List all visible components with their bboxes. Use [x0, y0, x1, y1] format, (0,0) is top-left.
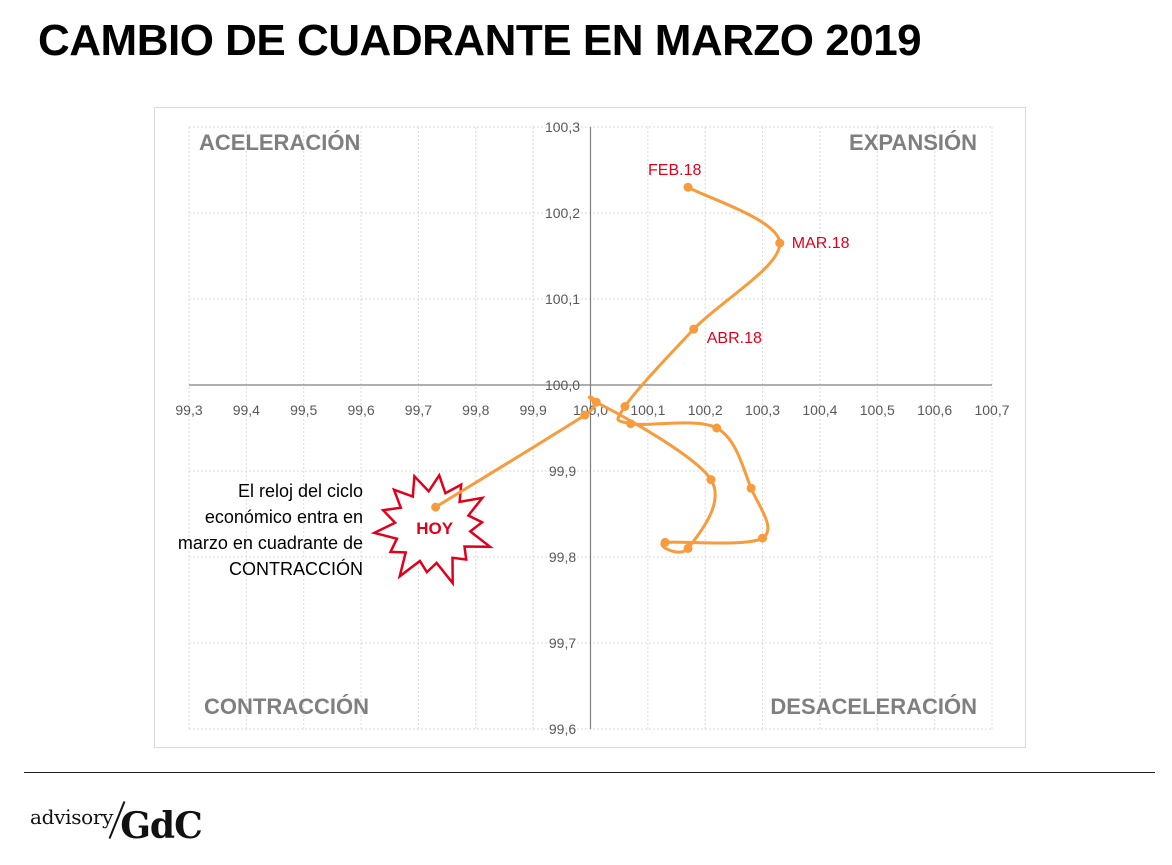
x-tick-label: 99,9 [520, 402, 547, 418]
x-tick-label: 100,1 [630, 402, 665, 418]
logo-big-text: GdC [120, 805, 203, 847]
annotation-line-1: El reloj del ciclo [237, 481, 363, 501]
series-line [434, 185, 782, 554]
y-tick-label: 100,0 [545, 377, 580, 393]
y-tick-label: 99,7 [549, 635, 576, 651]
x-tick-label: 100,7 [974, 402, 1009, 418]
x-tick-label: 100,4 [802, 402, 837, 418]
logo-small-text: advisory [30, 805, 114, 829]
quadrant-label-deceleration: DESACELERACIÓN [770, 694, 977, 719]
data-point [683, 543, 693, 553]
annotation-line-2: económico entra en [204, 507, 363, 527]
y-tick-label: 100,3 [545, 119, 580, 135]
y-tick-label: 100,2 [545, 205, 580, 221]
hoy-starburst [370, 472, 494, 587]
annotation-line-4: CONTRACCIÓN [229, 559, 363, 579]
data-label-mar-18: MAR.18 [792, 235, 850, 252]
quadrant-label-acceleration: ACELERACIÓN [199, 130, 360, 155]
x-tick-label: 99,8 [462, 402, 489, 418]
x-tick-label: 99,4 [233, 402, 260, 418]
y-tick-label: 99,6 [549, 721, 576, 737]
x-tick-label: 100,5 [860, 402, 895, 418]
x-tick-label: 99,3 [175, 402, 202, 418]
page-title: CAMBIO DE CUADRANTE EN MARZO 2019 [38, 16, 922, 65]
brand-logo: advisory GdC [30, 800, 203, 848]
annotation-text: El reloj del ciclo económico entra en ma… [120, 478, 363, 582]
x-tick-label: 100,3 [745, 402, 780, 418]
annotation-line-3: marzo en cuadrante de [177, 533, 363, 553]
data-point [758, 533, 768, 543]
x-tick-label: 99,5 [290, 402, 317, 418]
x-tick-label: 99,7 [405, 402, 432, 418]
data-point [706, 475, 716, 485]
x-tick-label: 100,6 [917, 402, 952, 418]
data-point [775, 238, 785, 248]
quadrant-label-expansion: EXPANSIÓN [849, 130, 977, 155]
data-point [620, 402, 630, 411]
data-point [580, 410, 590, 420]
data-point [689, 324, 699, 334]
data-point [712, 423, 722, 433]
y-tick-label: 100,1 [545, 291, 580, 307]
x-tick-label: 100,2 [688, 402, 723, 418]
y-tick-label: 99,8 [549, 549, 576, 565]
data-label-feb-18: FEB.18 [648, 162, 701, 179]
x-tick-label: 99,6 [347, 402, 374, 418]
data-label-hoy: HOY [416, 519, 454, 538]
chart-frame: 99,3 99,4 99,5 99,6 99,7 99,8 99,9 100,0 100,1 10… [154, 107, 1026, 748]
data-point [683, 182, 693, 192]
data-point [746, 483, 756, 493]
data-point [626, 419, 636, 429]
data-point [660, 537, 670, 547]
y-tick-label: 99,9 [549, 463, 576, 479]
footer-divider [24, 772, 1155, 773]
data-point [591, 397, 601, 407]
data-point [431, 502, 441, 512]
quadrant-chart: 99,3 99,4 99,5 99,6 99,7 99,8 99,9 100,0 100,1 10… [175, 119, 1009, 737]
data-label-abr-18: ABR.18 [707, 330, 762, 347]
quadrant-label-contraction: CONTRACCIÓN [204, 694, 369, 719]
